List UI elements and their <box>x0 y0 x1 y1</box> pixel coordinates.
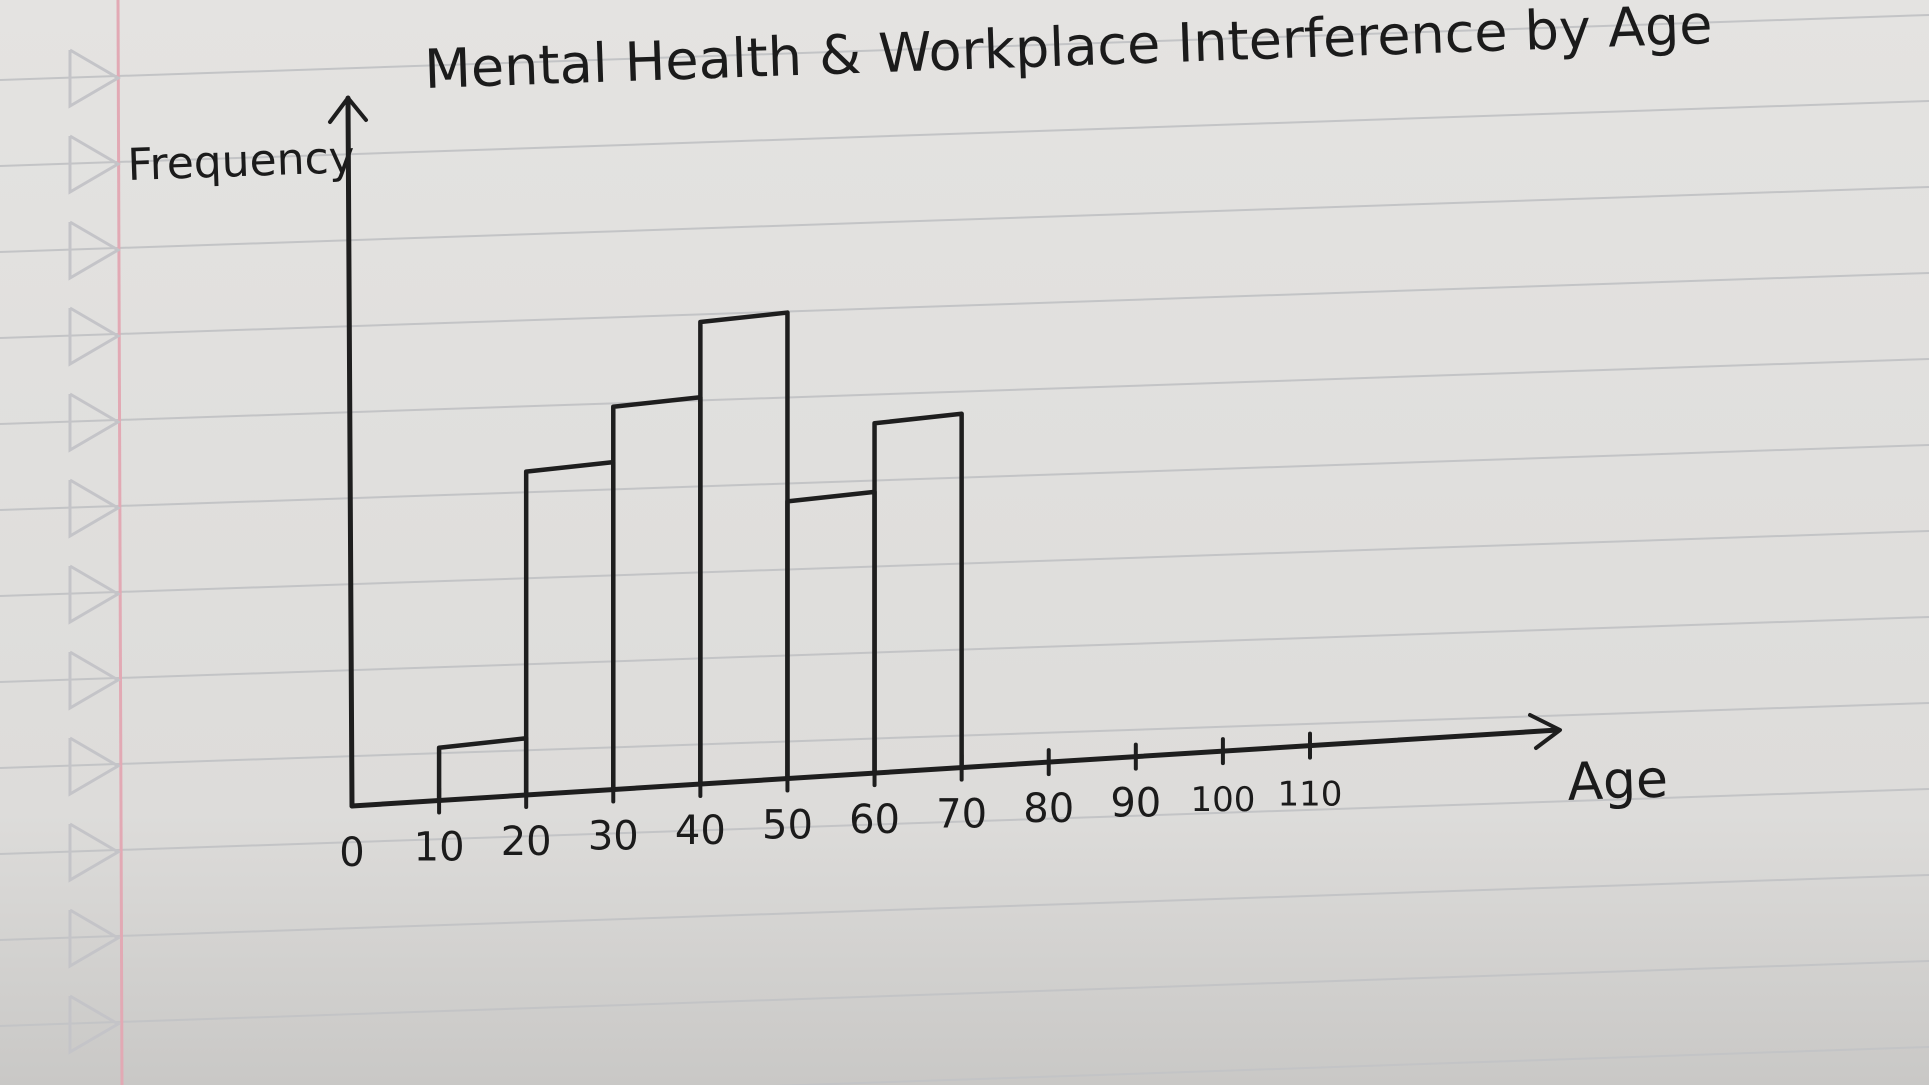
ruled-line <box>0 788 1929 855</box>
x-tick-label: 0 <box>339 830 364 876</box>
x-tick-label: 70 <box>936 792 987 838</box>
histogram-bars <box>436 310 964 803</box>
ruled-lines <box>0 14 1929 1085</box>
ruled-line <box>0 444 1929 511</box>
ruled-line <box>0 960 1929 1027</box>
x-tick-label: 80 <box>1023 786 1074 832</box>
x-axis-line <box>349 727 1561 809</box>
x-axis-title: Age <box>1566 750 1669 813</box>
margin-triangle <box>68 478 121 539</box>
ruled-line <box>0 702 1929 769</box>
x-tick-label: 40 <box>675 808 726 854</box>
histogram-bar <box>872 411 964 776</box>
margin-triangle <box>68 564 121 625</box>
margin-triangle <box>68 48 121 109</box>
x-tick-label: 90 <box>1110 781 1161 827</box>
ruled-line <box>0 272 1929 339</box>
margin-triangle <box>68 908 121 969</box>
x-tick-label: 110 <box>1278 775 1343 815</box>
margin-triangle <box>68 392 121 453</box>
margin-line <box>116 0 124 1085</box>
x-tick-labels: 0 10 20 30 40 50 60 70 80 90 100 110 <box>339 775 1342 876</box>
y-axis-title: Frequency <box>127 132 356 191</box>
x-axis-arrow <box>1528 713 1562 750</box>
margin-triangle <box>68 650 121 711</box>
ruled-line <box>0 186 1929 253</box>
ruled-line <box>771 1046 1929 1085</box>
margin-triangle <box>68 822 121 883</box>
margin-triangle <box>68 736 121 797</box>
x-tick-label: 100 <box>1190 780 1255 820</box>
ruled-line <box>0 358 1929 425</box>
ruled-line <box>0 616 1929 683</box>
axes <box>328 95 1562 809</box>
ruled-line <box>0 100 1929 167</box>
margin-triangle <box>68 306 121 367</box>
x-ticks <box>437 731 1312 815</box>
x-tick-label: 10 <box>414 825 465 871</box>
ruled-line <box>0 14 1929 81</box>
margin-marks <box>68 48 121 1055</box>
x-tick-label: 20 <box>501 819 552 865</box>
y-axis-arrow <box>328 96 368 124</box>
x-tick-label: 30 <box>588 814 639 860</box>
ruled-line <box>0 530 1929 597</box>
ruled-line <box>0 874 1929 941</box>
y-axis-line <box>345 95 355 809</box>
x-tick-label: 60 <box>849 797 900 843</box>
margin-triangle <box>68 220 121 281</box>
x-tick-label: 50 <box>762 803 813 849</box>
margin-triangle <box>68 134 121 195</box>
margin-triangle <box>68 994 121 1055</box>
